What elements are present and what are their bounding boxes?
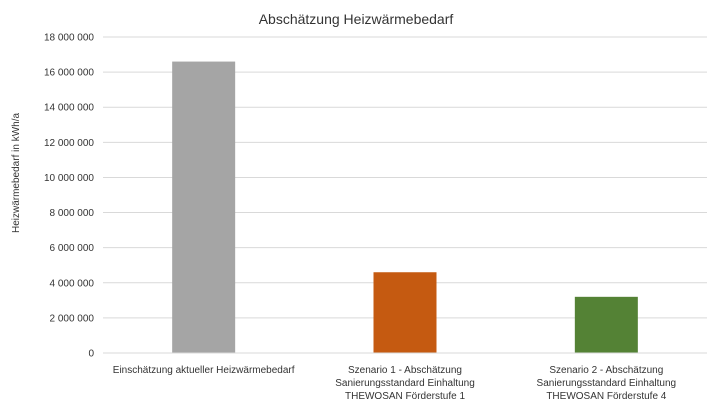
- x-category-label-line: Szenario 1 - Abschätzung: [348, 365, 462, 376]
- chart-title: Abschätzung Heizwärmebedarf: [259, 11, 454, 27]
- y-tick-label: 0: [88, 349, 94, 360]
- x-category-label-line: Szenario 2 - Abschätzung: [549, 365, 663, 376]
- bar: [172, 61, 236, 353]
- x-category-label-line: THEWOSAN Förderstufe 1: [345, 391, 465, 402]
- x-category-label: Szenario 1 - Abschätzung Sanierungsstanda…: [335, 365, 475, 402]
- y-axis-ticks: 0 2 000 000 4 000 000 6 000 000 8 000 000 10 …: [44, 33, 95, 360]
- x-category-label-line: Einschätzung aktueller Heizwärmebedarf: [113, 365, 295, 376]
- y-tick-label: 12 000 000: [44, 138, 94, 149]
- y-tick-label: 8 000 000: [50, 208, 95, 219]
- y-tick-label: 14 000 000: [44, 103, 94, 114]
- x-category-label-line: THEWOSAN Förderstufe 4: [546, 391, 666, 402]
- x-category-label-line: Sanierungsstandard Einhaltung: [537, 378, 677, 389]
- y-tick-label: 10 000 000: [44, 173, 94, 184]
- y-axis-label: Heizwärmebedarf in kWh/a: [11, 113, 22, 233]
- x-category-label: Einschätzung aktueller Heizwärmebedarf: [113, 365, 295, 376]
- y-tick-label: 2 000 000: [50, 313, 95, 324]
- y-tick-label: 16 000 000: [44, 68, 94, 79]
- x-category-label-line: Sanierungsstandard Einhaltung: [335, 378, 475, 389]
- y-tick-label: 18 000 000: [44, 33, 94, 44]
- y-tick-label: 4 000 000: [50, 278, 95, 289]
- bar: [574, 296, 638, 353]
- bars: [172, 61, 638, 353]
- y-tick-label: 6 000 000: [50, 243, 95, 254]
- x-axis-categories: Einschätzung aktueller Heizwärmebedarf Sz…: [113, 365, 676, 402]
- x-category-label: Szenario 2 - Abschätzung Sanierungsstanda…: [537, 365, 677, 402]
- bar: [373, 272, 437, 353]
